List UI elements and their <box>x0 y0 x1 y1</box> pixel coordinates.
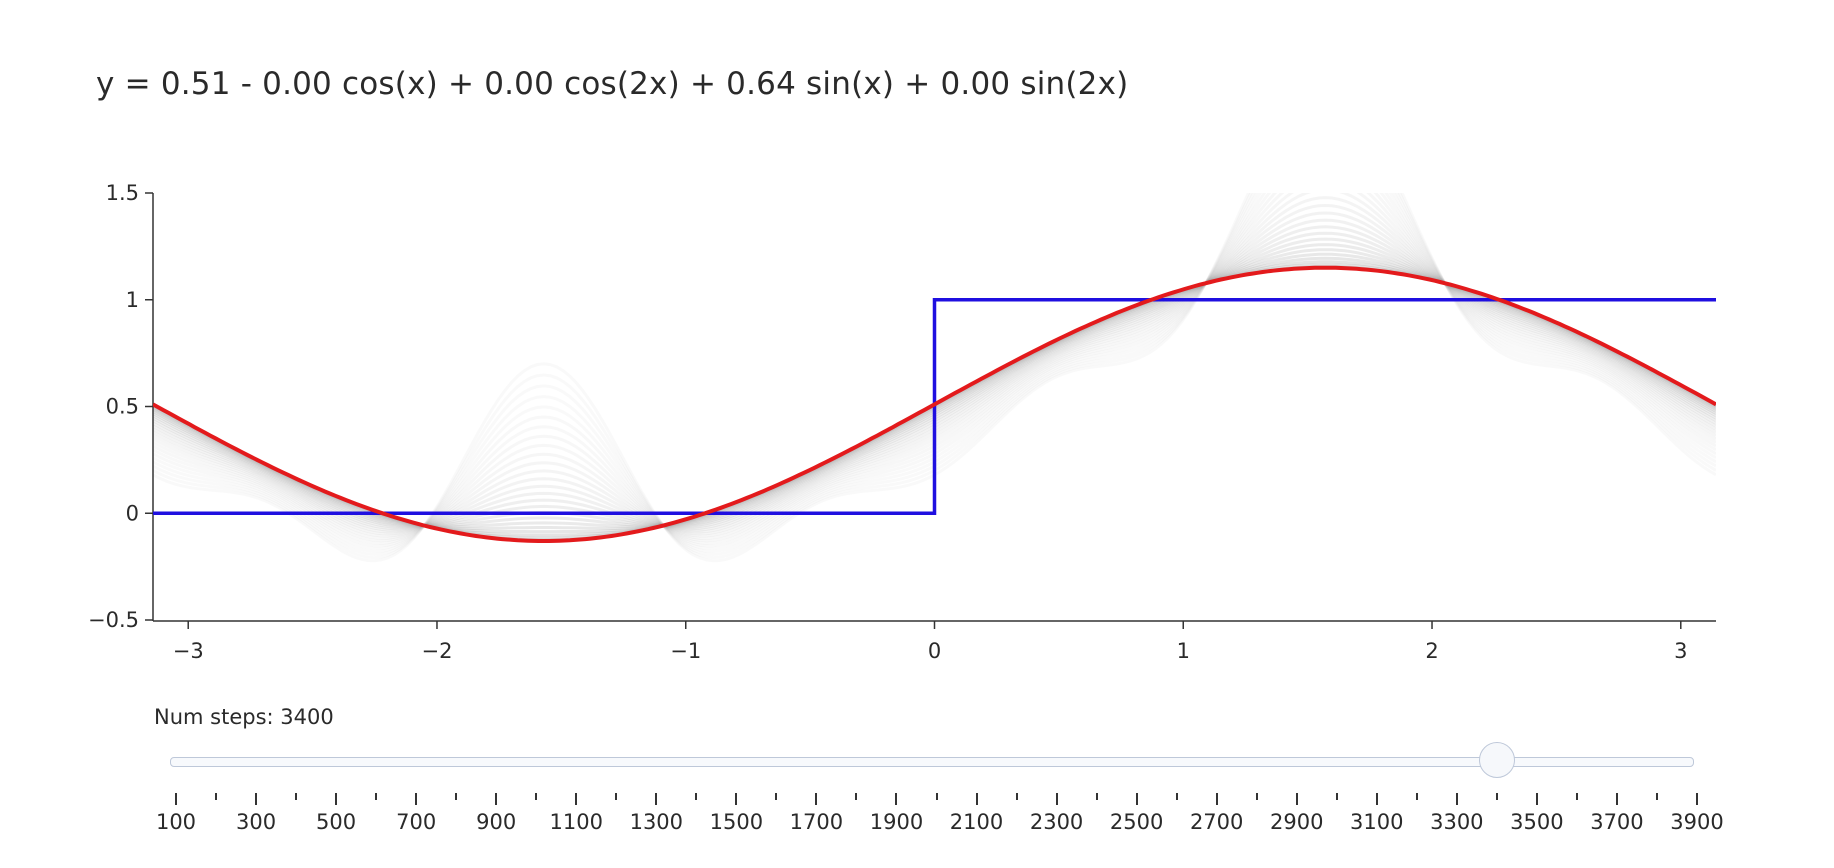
slider-minor-tick <box>535 793 538 800</box>
slider-tick-label[interactable]: 3500 <box>1510 810 1564 834</box>
slider-tick-label[interactable]: 2300 <box>1029 810 1084 834</box>
slider-major-tick <box>1615 793 1618 805</box>
slider-major-tick <box>815 793 818 805</box>
chart-title: y = 0.51 - 0.00 cos(x) + 0.00 cos(2x) + … <box>96 66 1129 102</box>
slider-major-tick <box>1215 793 1218 805</box>
slider-handle[interactable] <box>1478 742 1515 778</box>
slider-minor-tick <box>1095 793 1098 800</box>
slider-minor-tick <box>295 793 298 800</box>
slider-major-tick <box>335 793 338 805</box>
slider-tick-label[interactable]: 900 <box>476 810 517 834</box>
series <box>153 265 1716 543</box>
slider-major-tick <box>735 793 738 805</box>
slider-major-tick <box>495 793 498 805</box>
slider-major-tick <box>255 793 258 805</box>
y-tick-label: −0.5 <box>88 608 139 632</box>
slider-tick-label[interactable]: 1100 <box>549 810 603 834</box>
slider-major-tick <box>1295 793 1298 805</box>
slider-minor-tick <box>695 793 698 800</box>
slider-track[interactable] <box>170 757 1694 767</box>
slider-label: Num steps: 3400 <box>154 705 334 729</box>
slider-major-tick <box>1135 793 1138 805</box>
slider-tick-label[interactable]: 1300 <box>629 810 684 834</box>
slider-minor-tick <box>1575 793 1578 800</box>
slider-major-tick <box>655 793 658 805</box>
slider-tick-label[interactable]: 1700 <box>789 810 844 834</box>
slider-minor-tick <box>1495 793 1498 800</box>
x-tick-label: −2 <box>421 639 452 663</box>
y-tick-label: 0.5 <box>106 395 139 419</box>
slider-ticks: 100 300 500 700 900 1100 1300 1500 1700 1900 2100 2… <box>0 785 1834 845</box>
slider-major-tick <box>415 793 418 805</box>
slider-tick-label[interactable]: 3300 <box>1430 810 1484 834</box>
slider-major-tick <box>575 793 578 805</box>
x-tick-label: −3 <box>173 639 204 663</box>
slider-major-tick <box>1535 793 1538 805</box>
x-tick-label: 0 <box>928 639 941 663</box>
slider-minor-tick <box>1415 793 1418 800</box>
slider-tick-label[interactable]: 3700 <box>1590 810 1644 834</box>
slider-major-tick <box>1055 793 1058 805</box>
slider-minor-tick <box>615 793 618 800</box>
x-tick-label: 1 <box>1177 639 1190 663</box>
slider-major-tick <box>1375 793 1378 805</box>
slider-tick-label[interactable]: 1500 <box>709 810 764 834</box>
slider-major-tick <box>975 793 978 805</box>
x-tick-label: −1 <box>670 639 701 663</box>
slider-minor-tick <box>1655 793 1658 800</box>
slider-minor-tick <box>935 793 938 800</box>
slider-tick-label[interactable]: 2500 <box>1109 810 1164 834</box>
slider-tick-label[interactable]: 2700 <box>1189 810 1244 834</box>
slider-major-tick <box>1696 793 1698 805</box>
slider-tick-label[interactable]: 300 <box>236 810 277 834</box>
slider-minor-tick <box>1255 793 1258 800</box>
slider-minor-tick <box>1335 793 1338 800</box>
slider-tick-label[interactable]: 500 <box>316 810 357 834</box>
slider-minor-tick <box>455 793 458 800</box>
slider-tick-label[interactable]: 100 <box>155 810 197 834</box>
fourier-fit-chart: −0.5 0 0.5 1 1.5 −3 −2 −1 0 1 2 3 <box>88 181 1716 663</box>
fit-curve <box>153 265 1716 543</box>
y-tick-label: 1.5 <box>106 181 139 205</box>
slider-minor-tick <box>215 793 218 800</box>
slider-minor-tick <box>1175 793 1178 800</box>
slider-tick-label[interactable]: 2900 <box>1270 810 1324 834</box>
slider-minor-tick <box>775 793 778 800</box>
y-tick-label: 0 <box>126 501 139 525</box>
slider-major-tick <box>175 793 177 805</box>
slider-minor-tick <box>1015 793 1018 800</box>
slider-tick-label[interactable]: 3100 <box>1350 810 1404 834</box>
slider-minor-tick <box>855 793 858 800</box>
x-tick-label: 3 <box>1674 639 1687 663</box>
slider-major-tick <box>1455 793 1458 805</box>
y-tick-label: 1 <box>126 288 139 312</box>
slider-tick-label[interactable]: 2100 <box>949 810 1004 834</box>
slider-tick-label[interactable]: 700 <box>396 810 437 834</box>
slider-minor-tick <box>375 793 378 800</box>
slider-major-tick <box>895 793 898 805</box>
slider-tick-label[interactable]: 3900 <box>1670 810 1724 834</box>
axes: −0.5 0 0.5 1 1.5 −3 −2 −1 0 1 2 3 <box>88 181 1716 663</box>
x-tick-label: 2 <box>1425 639 1438 663</box>
slider-tick-label[interactable]: 1900 <box>869 810 924 834</box>
